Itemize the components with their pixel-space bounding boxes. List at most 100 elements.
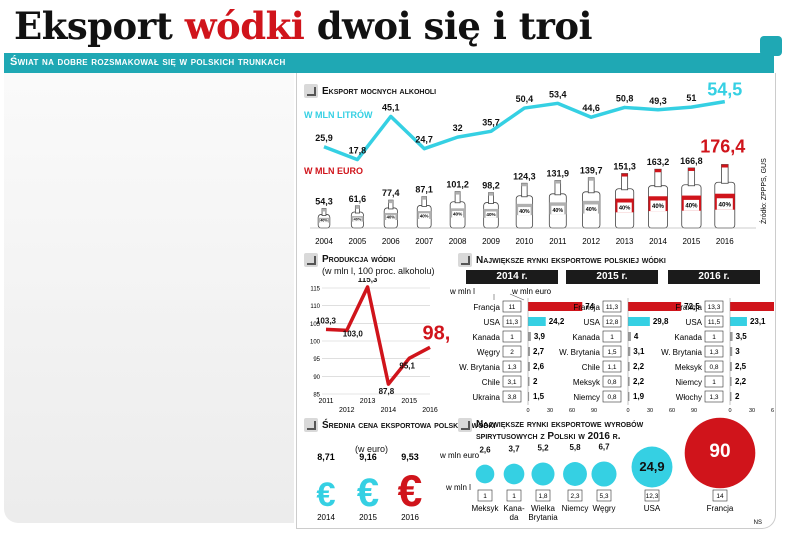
euro-bar: [730, 332, 733, 341]
euro-icon: €: [398, 467, 423, 516]
euro-label: 166,8: [680, 156, 703, 166]
y-tick: 90: [313, 375, 320, 381]
litres-box: [704, 330, 724, 343]
country-name: Niemcy: [562, 504, 589, 513]
country-name: W. Brytania: [459, 363, 500, 372]
euro-value: 2,5: [735, 362, 747, 371]
euro-bar: [628, 302, 682, 311]
litres-box: [602, 360, 622, 373]
euro-bar: [730, 377, 732, 386]
litres-box: [502, 390, 522, 403]
litres-value: 1,3: [507, 364, 516, 371]
axis-tick: 30: [647, 408, 653, 414]
euro-bar: [730, 317, 747, 326]
litres-value: 0,8: [709, 364, 718, 371]
spirits-euro-label: 3,7: [508, 445, 520, 454]
litres-box: [602, 390, 622, 403]
litres-value: 11,5: [708, 319, 721, 326]
bottle-neck: [454, 191, 461, 204]
litres-box: [704, 315, 724, 328]
year-tick: 2012: [582, 237, 600, 246]
litres-label: 44,6: [582, 103, 600, 113]
euro-label: 176,4: [700, 136, 745, 156]
spirits-bubble: [631, 446, 673, 488]
y-tick: 110: [310, 304, 320, 310]
title-word-2: wódki: [184, 4, 305, 48]
litres-label: 45,1: [382, 102, 400, 112]
litres-value: 12,8: [606, 319, 619, 326]
litres-label: 24,7: [415, 135, 433, 145]
euro-value: 2,6: [533, 362, 545, 371]
country-name: USA: [644, 504, 661, 513]
axis-tick: 30: [547, 408, 553, 414]
export-chart-title: Eksport mocnych alkoholi: [322, 86, 437, 97]
production-label: 103,3: [316, 316, 337, 325]
bottle-cap: [621, 173, 628, 177]
litres-label: 50,8: [616, 93, 634, 103]
bottle-label: [683, 199, 700, 211]
spirits-chart-title: Największe rynki eksportowe wyrobów spir…: [476, 419, 644, 442]
source-note: Źródło: ZPPPS, GUS: [759, 158, 768, 224]
price-label: 9,53: [401, 452, 419, 462]
litres-box: [477, 489, 493, 502]
euro-bar: [528, 317, 546, 326]
euro-label: 139,7: [580, 166, 603, 176]
unit-litres: w mln l: [449, 287, 475, 296]
litres-label: 35,7: [482, 117, 500, 127]
euro-value: 2,2: [633, 377, 645, 386]
spirits-bubble: [475, 464, 495, 484]
spirits-bubble: [591, 461, 617, 487]
euro-value: 23,1: [750, 317, 766, 326]
litres-value: 3,1: [507, 379, 516, 386]
country-name: Kanada: [572, 333, 600, 342]
x-tick: 2015: [401, 398, 417, 405]
euro-bar: [730, 362, 732, 371]
euro-bottle: 40%: [615, 173, 635, 229]
litres-box: [704, 375, 724, 388]
bottle-percent: 40%: [519, 209, 530, 215]
markets-chart-title: Największe rynki eksportowe polskiej wód…: [476, 255, 666, 266]
euro-bottle: 40%: [681, 167, 702, 229]
bottle-label: [584, 204, 598, 214]
year-tick: 2016: [401, 513, 419, 522]
euro-bar: [628, 332, 631, 341]
country-name: W. Brytania: [559, 348, 600, 357]
markets-year-2016: 2016 r.: [668, 270, 760, 284]
litres-box: [502, 315, 522, 328]
euro-bottle: 40%: [582, 177, 601, 229]
x-tick: 2012: [339, 407, 355, 414]
axis-tick: 90: [691, 408, 697, 414]
litres-box: [567, 489, 583, 502]
country-name: Niemcy: [675, 378, 702, 387]
country-name: USA: [686, 318, 703, 327]
bottle-cap: [521, 183, 528, 187]
litres-box: [712, 489, 728, 502]
litres-box: [502, 360, 522, 373]
spirits-chart: w mln euro w mln l 2,6 1 Meksyk 3,7 1 Kana-da 5,…: [439, 417, 762, 526]
arrow-icon: [458, 418, 472, 432]
y-tick: 95: [313, 357, 320, 363]
bottle-label: [353, 217, 362, 222]
euro-bottle: 40%: [548, 180, 567, 229]
country-name: Francja: [573, 303, 600, 312]
bottle-percent: 40%: [420, 213, 429, 218]
production-label: 115,3: [358, 278, 378, 284]
arrow-icon: [304, 418, 318, 432]
litres-box: [502, 300, 522, 313]
spirits-euro-label: 90: [709, 441, 730, 462]
markets-year-2014: 2014 r.: [466, 270, 558, 284]
litres-value: 1,8: [538, 493, 547, 500]
litres-value: 1: [610, 334, 614, 341]
litres-box: [602, 300, 622, 313]
bottle-cap: [455, 191, 461, 195]
litres-value: 1: [712, 334, 716, 341]
euro-bar: [628, 377, 630, 386]
x-tick: 2016: [422, 407, 438, 414]
year-tick: 2010: [516, 237, 534, 246]
euro-label: 163,2: [647, 157, 670, 167]
production-chart-subtitle: (w mln l, 100 proc. alkoholu): [322, 266, 435, 276]
year-tick: 2005: [349, 237, 367, 246]
euro-bar: [528, 332, 531, 341]
country-name: Meksyk: [471, 504, 499, 513]
